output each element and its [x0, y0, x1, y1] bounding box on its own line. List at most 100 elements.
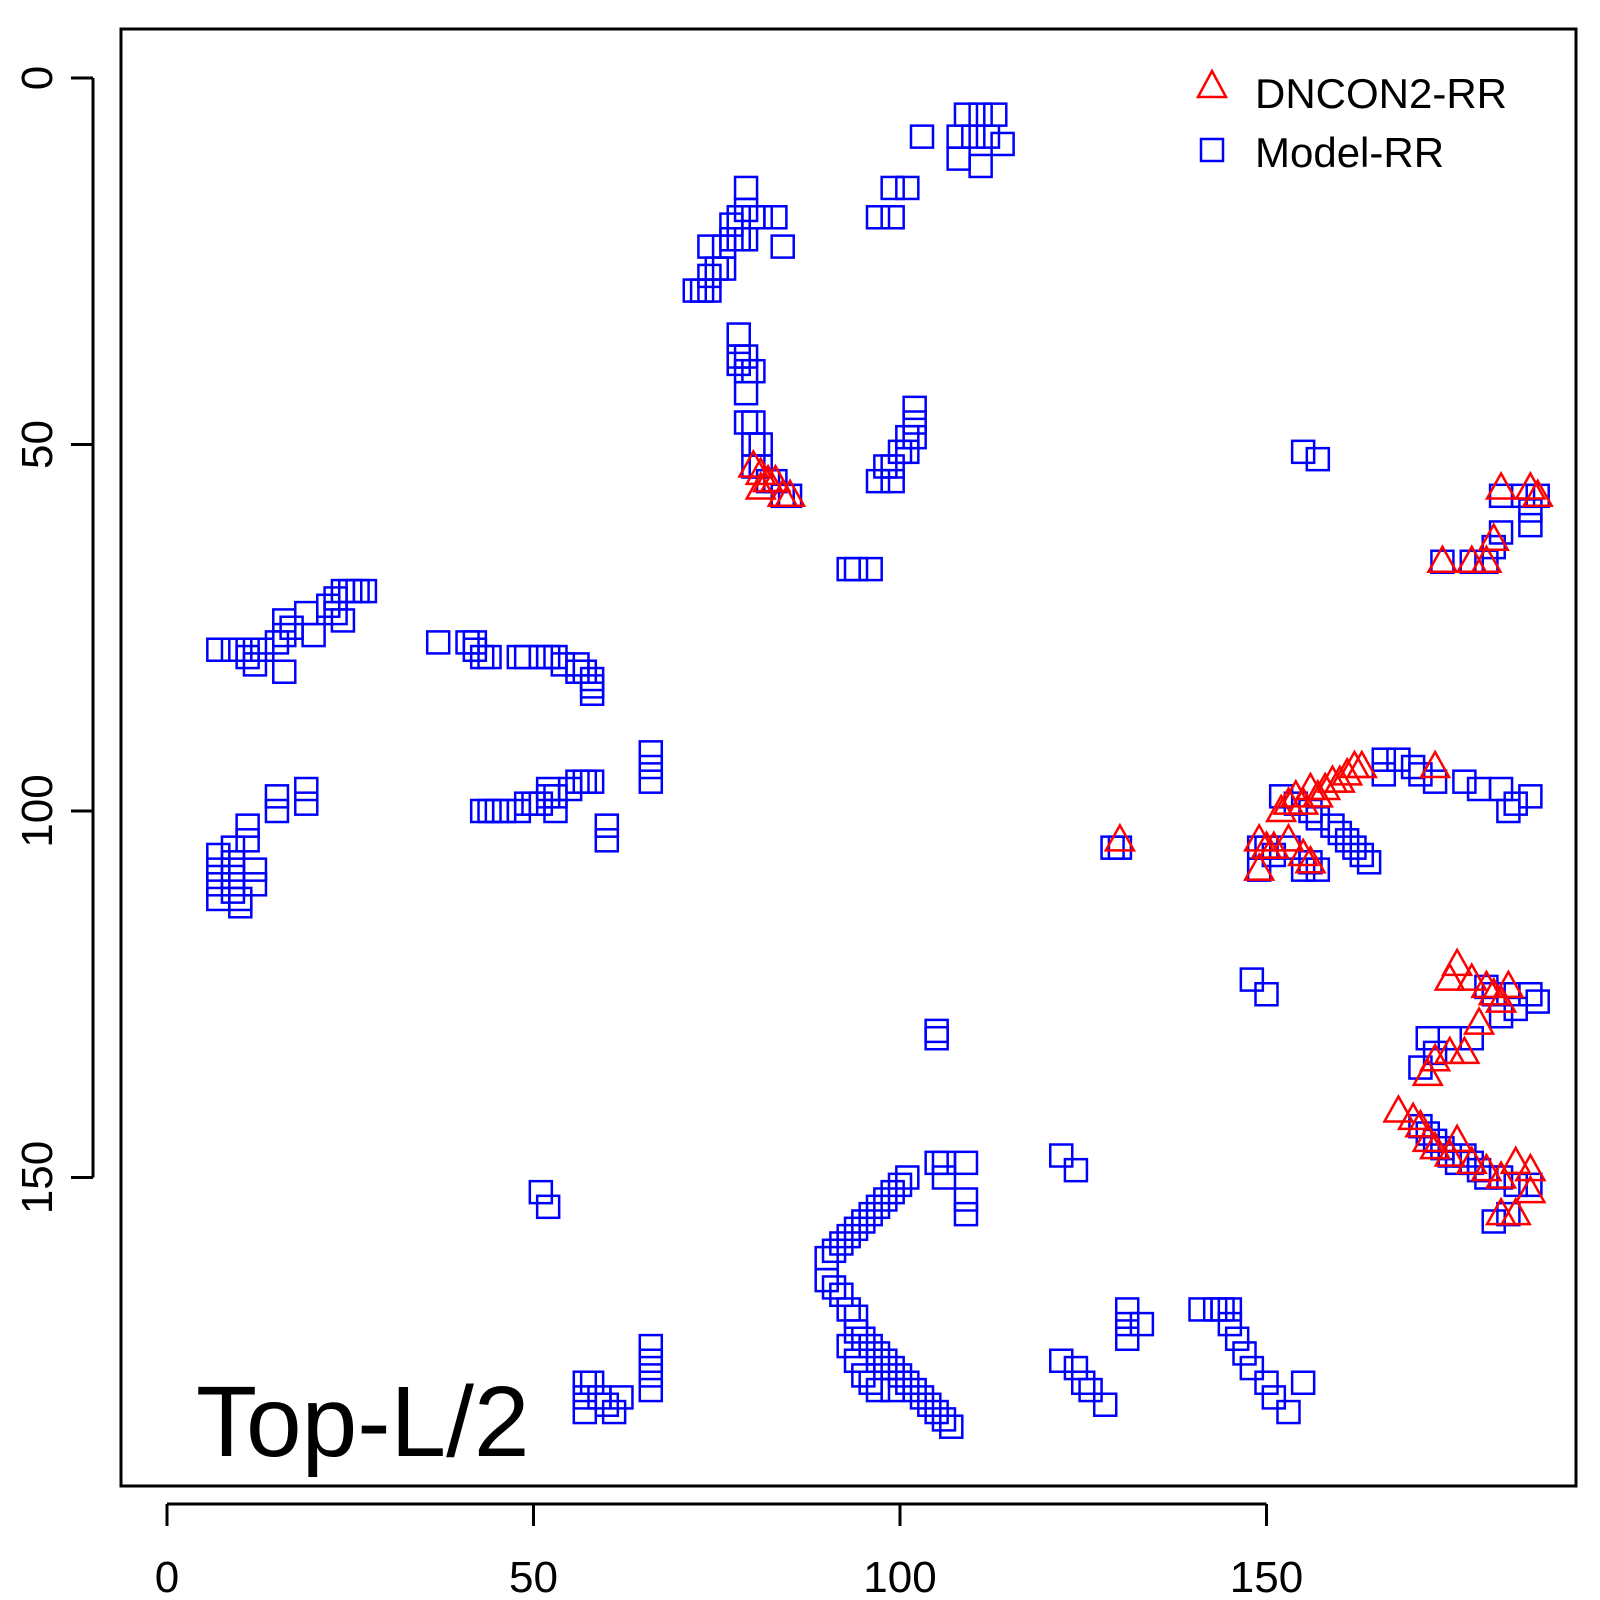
- model-rr-point: [521, 791, 546, 816]
- dncon2-rr-point: [1470, 1152, 1503, 1182]
- model-rr-point: [880, 468, 905, 494]
- model-rr-point: [206, 857, 231, 882]
- model-rr-point: [726, 322, 751, 347]
- model-rr-point: [279, 615, 304, 640]
- model-rr-point: [689, 278, 715, 303]
- model-rr-point: [220, 637, 246, 662]
- model-rr-point: [1356, 850, 1382, 875]
- model-rr-point: [924, 1399, 949, 1425]
- y-tick-label: 0: [13, 66, 62, 90]
- model-rr-point: [272, 608, 297, 633]
- model-rr-point: [880, 1355, 905, 1381]
- model-rr-point: [887, 1172, 913, 1198]
- dncon2-rr-point: [1433, 1137, 1466, 1167]
- dncon2-rr-point: [1477, 522, 1510, 552]
- plot-frame: [119, 27, 1578, 1488]
- model-rr-point: [316, 593, 341, 619]
- y-tick-label: 100: [13, 774, 62, 847]
- model-rr-point: [638, 740, 664, 765]
- model-rr-point: [770, 234, 795, 259]
- dncon2-rr-point: [1330, 756, 1364, 786]
- model-rr-point: [733, 227, 759, 252]
- model-rr-point: [345, 578, 370, 604]
- model-rr-point: [513, 644, 539, 670]
- dncon2-rr-point: [1440, 1123, 1474, 1153]
- model-rr-point: [697, 278, 722, 303]
- dncon2-rr-point: [744, 470, 777, 500]
- model-rr-point: [748, 205, 773, 230]
- model-rr-point: [924, 1018, 949, 1044]
- x-tick-label: 0: [155, 1553, 179, 1600]
- model-rr-point: [455, 630, 480, 655]
- model-rr-points: [206, 102, 1550, 1439]
- model-rr-point: [594, 1392, 620, 1417]
- model-rr-point: [733, 358, 759, 384]
- model-rr-point: [953, 1150, 979, 1176]
- legend-dncon2-marker: [1195, 68, 1229, 99]
- model-rr-point: [1217, 1297, 1243, 1322]
- model-rr-point: [352, 578, 378, 604]
- model-rr-point: [1349, 842, 1375, 868]
- model-rr-point: [242, 652, 268, 677]
- model-rr-point: [1290, 439, 1316, 465]
- model-rr-point: [1488, 776, 1514, 802]
- legend-model-label: Model-RR: [1255, 129, 1444, 176]
- model-rr-point: [579, 1370, 605, 1395]
- model-rr-point: [953, 1187, 979, 1212]
- dncon2-rr-point: [1455, 962, 1488, 991]
- model-rr-point: [902, 1377, 927, 1403]
- model-rr-point: [865, 205, 891, 230]
- model-rr-point: [206, 886, 231, 912]
- model-rr-point: [968, 102, 993, 127]
- model-rr-point: [1371, 747, 1397, 772]
- model-rr-point: [858, 1201, 883, 1227]
- model-rr-point: [909, 1385, 935, 1410]
- model-rr-point: [462, 637, 488, 662]
- model-rr-point: [858, 556, 883, 582]
- model-rr-point: [895, 439, 920, 465]
- model-rr-point: [829, 1282, 854, 1308]
- model-rr-point: [272, 622, 297, 648]
- dncon2-rr-point: [1521, 478, 1554, 508]
- legend-model-marker: [1199, 137, 1225, 163]
- model-rr-point: [1049, 1143, 1074, 1168]
- model-rr-point: [865, 1377, 891, 1403]
- model-rr-point: [851, 1209, 876, 1234]
- model-rr-point: [931, 1150, 957, 1176]
- model-rr-point: [909, 124, 935, 149]
- model-rr-point: [733, 410, 759, 435]
- model-rr-point: [733, 344, 759, 369]
- model-rr-point: [425, 630, 451, 655]
- model-rr-point: [638, 769, 664, 794]
- y-axis: 0 50 100 150: [13, 66, 95, 1214]
- model-rr-point: [1334, 828, 1360, 853]
- legend: DNCON2-RR Model-RR: [1195, 68, 1507, 176]
- model-rr-point: [1114, 1326, 1140, 1352]
- model-rr-point: [880, 205, 905, 230]
- model-rr-point: [719, 227, 744, 252]
- model-rr-point: [1078, 1377, 1103, 1403]
- model-rr-point: [294, 791, 319, 816]
- dncon2-rr-point: [1103, 822, 1137, 852]
- model-rr-point: [946, 146, 971, 171]
- dncon2-rr-point: [1411, 1123, 1444, 1153]
- model-rr-point: [1063, 1157, 1089, 1183]
- model-rr-point: [565, 659, 590, 684]
- dncon2-rr-point: [1470, 544, 1503, 574]
- model-rr-point: [1232, 1341, 1257, 1366]
- model-rr-point: [843, 556, 869, 582]
- model-rr-point: [814, 1245, 839, 1271]
- model-rr-point: [1525, 989, 1550, 1014]
- model-rr-point: [1071, 1370, 1096, 1395]
- dncon2-rr-point: [1484, 1196, 1518, 1226]
- dncon2-rr-point: [1484, 1159, 1518, 1189]
- dncon2-rr-point: [1514, 470, 1547, 500]
- dncon2-rr-point: [1470, 969, 1503, 999]
- model-rr-point: [330, 578, 356, 604]
- model-rr-point: [477, 644, 502, 670]
- model-rr-point: [330, 608, 356, 633]
- dncon2-rr-point: [1287, 837, 1320, 867]
- model-rr-point: [250, 637, 275, 662]
- model-rr-point: [726, 344, 751, 369]
- model-rr-point: [917, 1392, 942, 1417]
